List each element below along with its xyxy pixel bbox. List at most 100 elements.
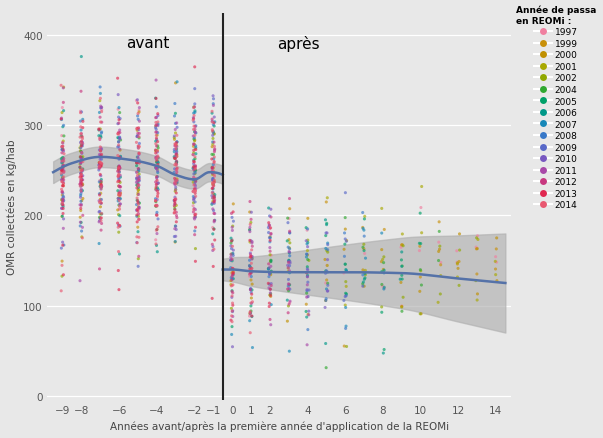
Point (75, 161, 85, 168)
Point (285, 299, 295, 306)
Point (133, 166, 143, 173)
Point (172, 139, 182, 146)
Point (191, 187, 200, 194)
Point (115, 127, 124, 134)
Point (191, 183, 200, 190)
Point (191, 145, 201, 152)
Point (304, 311, 314, 318)
Point (133, 113, 142, 120)
Point (285, 348, 294, 355)
Point (284, 257, 294, 264)
Point (302, 294, 312, 301)
Point (265, 316, 275, 323)
Point (151, 165, 160, 172)
Point (340, 241, 350, 248)
Point (453, 260, 463, 267)
Point (379, 270, 389, 277)
Point (227, 246, 236, 253)
Point (303, 282, 312, 289)
Point (320, 256, 330, 263)
Point (153, 153, 162, 160)
Point (151, 148, 160, 155)
Point (227, 224, 237, 231)
Point (59, 177, 69, 184)
Point (208, 177, 218, 184)
Point (115, 116, 125, 123)
Point (247, 295, 256, 302)
Point (340, 293, 350, 300)
Point (303, 215, 312, 223)
Point (115, 167, 124, 174)
Point (78, 235, 87, 242)
Point (228, 223, 238, 230)
Point (341, 266, 351, 273)
Point (285, 258, 295, 265)
Point (94, 209, 104, 216)
Point (114, 163, 124, 170)
Point (57, 197, 66, 204)
Point (95, 178, 104, 185)
Point (57, 177, 66, 184)
Point (114, 156, 124, 163)
Point (132, 206, 142, 213)
Point (454, 258, 464, 265)
Point (303, 279, 313, 286)
Point (209, 169, 218, 176)
Point (435, 243, 444, 250)
Point (134, 166, 144, 173)
Point (340, 215, 350, 222)
Point (77, 182, 87, 189)
Point (133, 198, 142, 205)
Point (78, 141, 87, 148)
Point (77, 151, 87, 158)
Point (227, 331, 236, 338)
Point (171, 120, 180, 127)
Point (265, 248, 275, 255)
Point (151, 203, 160, 210)
Point (76, 205, 86, 212)
Point (455, 247, 464, 254)
Point (153, 166, 162, 173)
Point (209, 178, 219, 185)
Point (227, 272, 237, 279)
Point (78, 136, 87, 143)
Point (114, 229, 124, 236)
Point (153, 194, 162, 201)
Point (96, 227, 106, 234)
Point (116, 137, 125, 144)
Point (358, 224, 367, 231)
Point (322, 222, 332, 229)
Point (58, 179, 68, 186)
Point (415, 240, 425, 247)
Point (473, 291, 482, 298)
Point (341, 236, 350, 243)
Point (208, 206, 218, 213)
Point (172, 167, 182, 174)
Point (95, 160, 104, 167)
Point (339, 230, 349, 237)
Point (245, 262, 254, 269)
Point (303, 273, 312, 280)
Point (95, 135, 104, 142)
Point (285, 249, 294, 256)
Point (434, 248, 443, 255)
Point (341, 293, 350, 300)
Point (131, 207, 141, 214)
Point (77, 141, 87, 148)
Point (58, 239, 68, 246)
Point (169, 155, 179, 162)
Point (359, 233, 369, 240)
Point (208, 170, 218, 177)
Point (209, 160, 219, 167)
Point (266, 231, 276, 238)
Point (247, 313, 257, 320)
Point (132, 160, 142, 167)
Point (191, 146, 200, 153)
Point (95, 91, 105, 98)
Point (153, 143, 163, 150)
Point (285, 230, 294, 237)
Point (56, 288, 66, 295)
Point (229, 218, 238, 225)
Point (96, 184, 106, 191)
Point (264, 280, 273, 287)
